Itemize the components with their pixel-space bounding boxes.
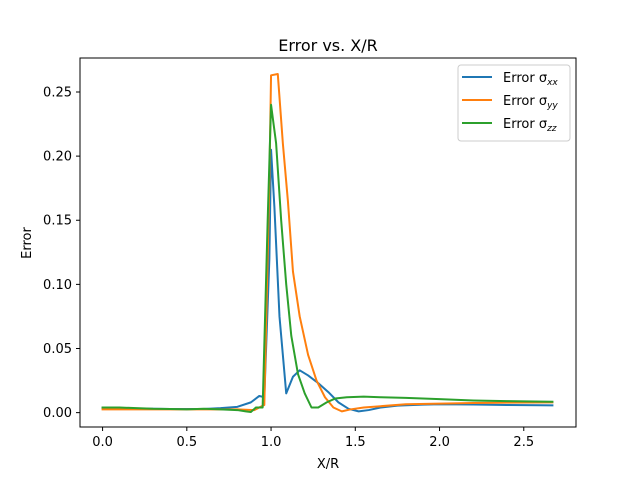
x-axis-label: X/R — [317, 457, 339, 472]
y-tick-label: 0.10 — [43, 278, 72, 293]
x-tick-label: 1.0 — [261, 435, 282, 450]
y-tick-label: 0.00 — [43, 406, 72, 421]
legend-label-yy: Error σyy — [503, 94, 558, 111]
chart-title: Error vs. X/R — [278, 36, 378, 55]
x-tick-label: 2.0 — [429, 435, 450, 450]
x-tick-label: 0.0 — [92, 435, 113, 450]
y-tick-label: 0.20 — [43, 150, 72, 165]
plot-frame — [79, 57, 577, 428]
y-tick-label: 0.05 — [43, 342, 72, 357]
y-tick-label: 0.25 — [43, 85, 72, 100]
plot-layer — [101, 73, 554, 413]
legend: Error σxx Error σyy Error σzz — [457, 64, 571, 142]
legend-label-zz: Error σzz — [503, 117, 557, 134]
x-tick-label: 2.5 — [513, 435, 534, 450]
y-tick-label: 0.15 — [43, 214, 72, 229]
x-tick-label: 0.5 — [176, 435, 197, 450]
y-axis-ticks: 0.00 0.05 0.10 0.15 0.20 0.25 — [43, 85, 80, 421]
legend-label-xx: Error σxx — [503, 71, 558, 88]
x-axis-ticks: 0.0 0.5 1.0 1.5 2.0 2.5 — [92, 427, 534, 450]
x-tick-label: 1.5 — [345, 435, 366, 450]
y-axis-label: Error — [20, 227, 35, 259]
series-line-zz — [101, 103, 554, 413]
